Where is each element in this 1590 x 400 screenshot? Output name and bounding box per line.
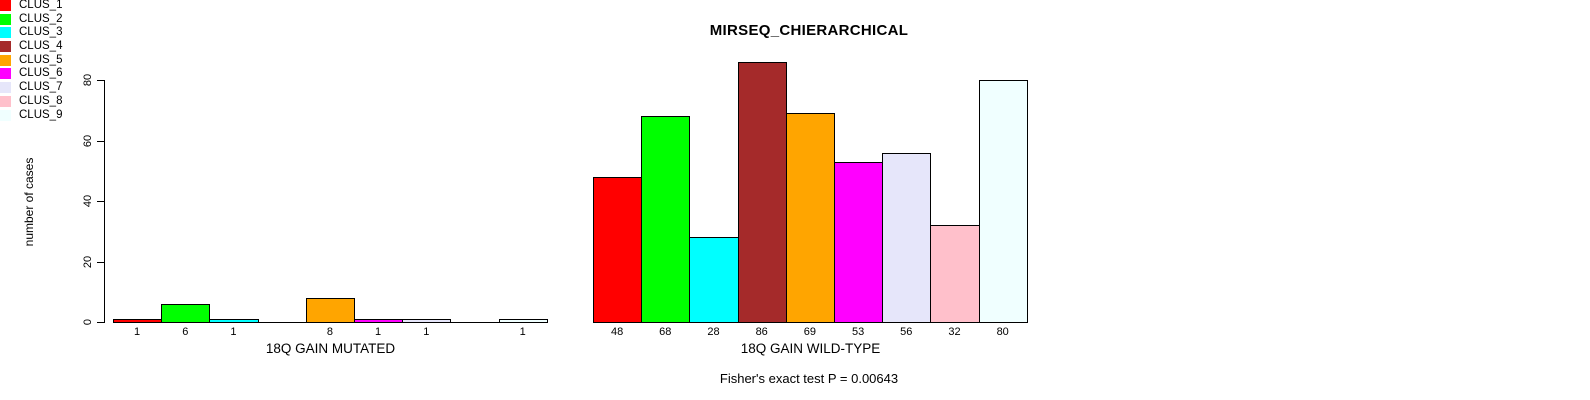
bars-group-wild-type [593, 55, 1028, 323]
y-axis-tick-label: 80 [82, 73, 94, 87]
bar-value-label: 56 [900, 326, 913, 338]
legend-swatch [0, 0, 11, 11]
panel-mutated: 18Q GAIN MUTATED 1 6 1 8 1 1 1 [113, 55, 548, 356]
legend-label: CLUS_3 [19, 26, 63, 39]
chart-title: MIRSEQ_CHIERARCHICAL [709, 22, 909, 39]
bar-clus_6 [834, 161, 884, 323]
legend-swatch [0, 95, 11, 107]
bar-value-label: 69 [803, 326, 817, 338]
legend-item: CLUS_1 [0, 0, 1590, 11]
legend-swatch [0, 27, 11, 39]
legend-label: CLUS_4 [19, 40, 63, 53]
legend-label: CLUS_6 [19, 67, 63, 80]
bar-clus_7 [402, 318, 452, 323]
y-axis-tick-label: 60 [82, 134, 94, 147]
bar-clus_2 [641, 116, 691, 323]
legend-swatch [0, 109, 11, 121]
y-axis-tick-label: 40 [82, 194, 94, 208]
legend-item: CLUS_4 [0, 40, 1590, 53]
legend-swatch [0, 54, 11, 66]
bar-value-label: 53 [851, 326, 865, 338]
legend-label: CLUS_5 [19, 53, 63, 66]
legend-label: CLUS_1 [19, 0, 63, 11]
bar-clus_9 [498, 318, 548, 323]
x-axis-label-mutated: 18Q GAIN MUTATED [265, 341, 396, 356]
bar-value-label: 86 [755, 326, 768, 338]
y-axis-tick [97, 261, 104, 263]
bar-value-label: 1 [423, 326, 430, 338]
legend-swatch [0, 68, 11, 80]
legend-label: CLUS_9 [19, 108, 63, 121]
bar-clus_3 [689, 237, 739, 323]
bar-value-label: 8 [326, 326, 333, 338]
y-axis-label: number of cases [22, 157, 36, 247]
y-axis-tick [97, 322, 104, 323]
y-axis-tick [97, 201, 104, 202]
bar-clus_7 [882, 152, 932, 323]
bar-value-label: 6 [182, 326, 189, 338]
x-axis-label-wild-type: 18Q GAIN WILD-TYPE [740, 341, 881, 356]
bar-clus_1 [113, 318, 163, 323]
panel-wild-type: 18Q GAIN WILD-TYPE 48 68 28 86 69 53 56 32 80 [593, 55, 1028, 356]
legend-swatch [0, 41, 11, 53]
y-axis-tick [97, 140, 104, 142]
bar-value-label: 1 [519, 326, 526, 338]
bar-value-label: 1 [230, 326, 237, 338]
bar-clus_3 [209, 318, 259, 323]
legend-label: CLUS_7 [19, 81, 63, 94]
legend-swatch [0, 82, 11, 94]
legend-label: CLUS_2 [19, 12, 63, 25]
bar-clus_5 [785, 113, 835, 323]
bar-value-label: 48 [610, 326, 624, 338]
bar-value-label: 28 [707, 326, 720, 338]
bar-value-label: 80 [996, 326, 1009, 338]
bar-clus_8 [930, 225, 980, 323]
bar-clus_1 [593, 176, 643, 323]
bar-clus_4 [737, 61, 787, 323]
y-axis-tick [97, 80, 104, 81]
y-axis-tick-label: 20 [82, 255, 94, 268]
bar-clus_9 [978, 80, 1028, 323]
annotation-fishers-test: Fisher's exact test P = 0.00643 [719, 371, 899, 386]
bar-clus_6 [354, 318, 404, 323]
bars-group-mutated [113, 55, 548, 323]
bar-value-label: 32 [948, 326, 961, 338]
bar-value-label: 1 [134, 326, 141, 338]
y-axis-tick-label: 0 [82, 318, 94, 326]
legend-label: CLUS_8 [19, 94, 63, 107]
bar-value-label: 1 [375, 326, 382, 338]
bar-value-label: 68 [659, 326, 672, 338]
legend-swatch [0, 13, 11, 25]
bar-clus_2 [161, 303, 211, 323]
bar-clus_5 [305, 297, 355, 323]
y-axis-line [104, 80, 105, 323]
